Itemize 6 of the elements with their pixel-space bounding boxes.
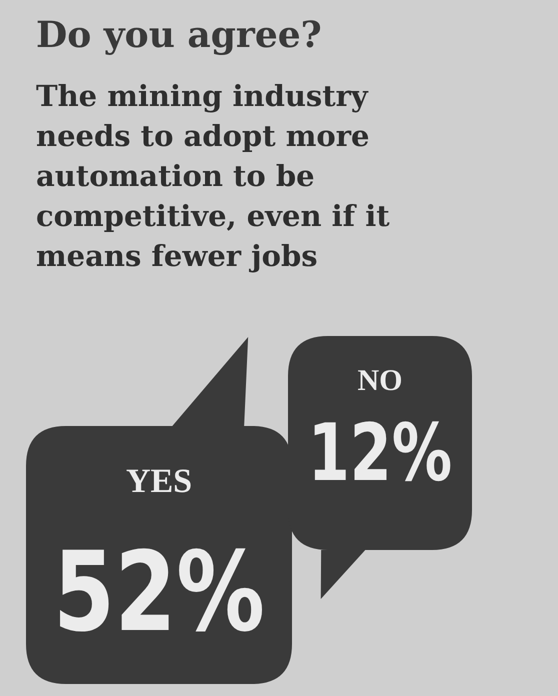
data-label: 52% xyxy=(53,527,265,656)
category-label: NO xyxy=(358,364,402,397)
text: Do you agree? xyxy=(36,14,322,56)
data-label: 12% xyxy=(308,406,452,500)
category-label: YES xyxy=(126,463,192,500)
text: The mining industry needs to adopt more automation to be competitive, even if it means fewer jobs xyxy=(36,78,391,275)
